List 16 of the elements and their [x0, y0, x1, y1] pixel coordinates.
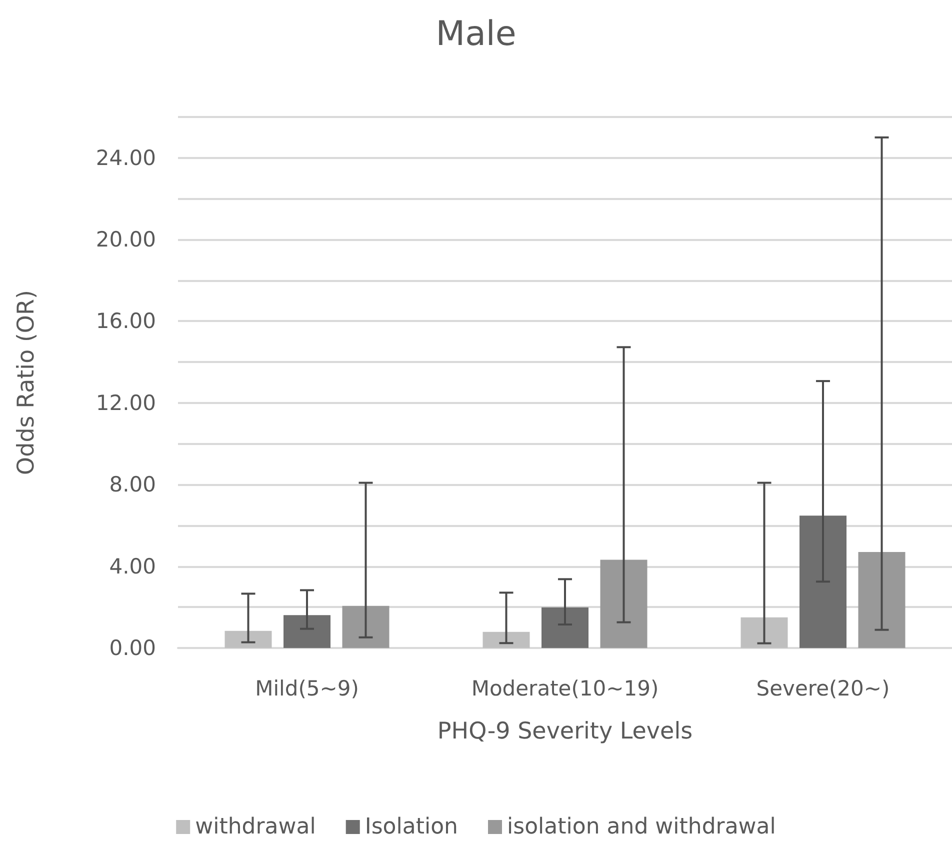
y-tick-label: 20.00: [96, 228, 156, 252]
x-tick-label: Mild(5~9): [255, 676, 359, 700]
legend-label: withdrawal: [195, 814, 316, 840]
legend-label: Isolation: [364, 814, 458, 840]
x-tick-label: Moderate(10~19): [471, 676, 659, 700]
legend-label: isolation and withdrawal: [507, 814, 776, 840]
y-tick-label: 16.00: [96, 309, 156, 334]
y-axis-title: Odds Ratio (OR): [14, 290, 40, 475]
x-axis-title: PHQ-9 Severity Levels: [437, 718, 693, 744]
y-tick-label: 24.00: [96, 146, 156, 170]
y-tick-label: 4.00: [109, 554, 156, 578]
y-tick-label: 8.00: [109, 472, 156, 497]
x-tick-label: Severe(20~): [756, 676, 890, 700]
chart-title: Male: [436, 14, 516, 54]
y-tick-label: 12.00: [96, 390, 156, 415]
y-tick-label: 0.00: [109, 636, 156, 660]
